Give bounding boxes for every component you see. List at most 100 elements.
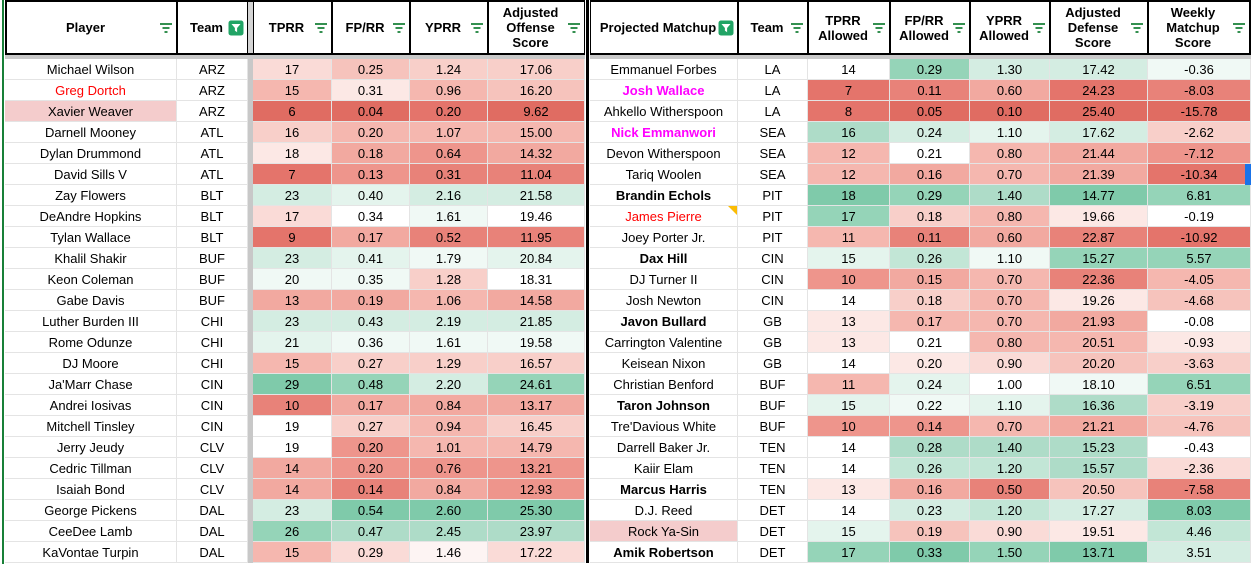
team-cell[interactable]: CLV xyxy=(177,437,248,458)
team-cell[interactable]: PIT xyxy=(738,185,808,206)
stat-cell[interactable]: 1.01 xyxy=(410,437,488,458)
matchup-name-cell[interactable]: Keisean Nixon xyxy=(590,353,738,374)
team-cell[interactable]: CIN xyxy=(738,269,808,290)
team-cell[interactable]: CIN xyxy=(177,416,248,437)
player-name-cell[interactable]: Xavier Weaver xyxy=(5,101,177,122)
stat-cell[interactable]: 23 xyxy=(253,500,332,521)
team-cell[interactable]: ATL xyxy=(177,143,248,164)
stat-cell[interactable]: 1.40 xyxy=(970,185,1050,206)
filter-funnel-active-icon[interactable] xyxy=(718,20,734,36)
stat-cell[interactable]: 0.24 xyxy=(890,122,970,143)
stat-cell[interactable]: 8.03 xyxy=(1148,500,1251,521)
stat-cell[interactable]: 15.57 xyxy=(1050,458,1148,479)
team-cell[interactable]: ARZ xyxy=(177,59,248,80)
stat-cell[interactable]: 14 xyxy=(808,500,890,521)
stat-cell[interactable]: -0.19 xyxy=(1148,206,1251,227)
stat-cell[interactable]: -8.03 xyxy=(1148,80,1251,101)
stat-cell[interactable]: 13.71 xyxy=(1050,542,1148,563)
stat-cell[interactable]: 0.17 xyxy=(332,395,410,416)
stat-cell[interactable]: 0.28 xyxy=(890,437,970,458)
stat-cell[interactable]: -3.63 xyxy=(1148,353,1251,374)
stat-cell[interactable]: 1.61 xyxy=(410,332,488,353)
matchup-name-cell[interactable]: DJ Turner II xyxy=(590,269,738,290)
stat-cell[interactable]: 25.40 xyxy=(1050,101,1148,122)
stat-cell[interactable]: 1.06 xyxy=(410,290,488,311)
stat-cell[interactable]: 17 xyxy=(808,206,890,227)
stat-cell[interactable]: 23.97 xyxy=(488,521,585,542)
stat-cell[interactable]: 15.23 xyxy=(1050,437,1148,458)
stat-cell[interactable]: -7.12 xyxy=(1148,143,1251,164)
matchup-name-cell[interactable]: Tariq Woolen xyxy=(590,164,738,185)
stat-cell[interactable]: 0.27 xyxy=(332,416,410,437)
stat-cell[interactable]: 1.20 xyxy=(970,500,1050,521)
team-cell[interactable]: DET xyxy=(738,521,808,542)
player-name-cell[interactable]: Khalil Shakir xyxy=(5,248,177,269)
stat-cell[interactable]: 0.31 xyxy=(410,164,488,185)
team-cell[interactable]: CIN xyxy=(177,374,248,395)
header-fprr[interactable]: FP/RR xyxy=(332,0,410,55)
player-name-cell[interactable]: KaVontae Turpin xyxy=(5,542,177,563)
stat-cell[interactable]: 17 xyxy=(808,542,890,563)
stat-cell[interactable]: 0.70 xyxy=(970,311,1050,332)
stat-cell[interactable]: 1.40 xyxy=(970,437,1050,458)
header-fprr-allowed[interactable]: FP/RR Allowed xyxy=(890,0,970,55)
stat-cell[interactable]: -7.58 xyxy=(1148,479,1251,500)
stat-cell[interactable]: 1.50 xyxy=(970,542,1050,563)
stat-cell[interactable]: 19.26 xyxy=(1050,290,1148,311)
stat-cell[interactable]: 0.33 xyxy=(890,542,970,563)
stat-cell[interactable]: -2.36 xyxy=(1148,458,1251,479)
stat-cell[interactable]: 21.44 xyxy=(1050,143,1148,164)
team-cell[interactable]: PIT xyxy=(738,227,808,248)
stat-cell[interactable]: 0.20 xyxy=(332,458,410,479)
stat-cell[interactable]: -15.78 xyxy=(1148,101,1251,122)
stat-cell[interactable]: 19.66 xyxy=(1050,206,1148,227)
stat-cell[interactable]: 0.43 xyxy=(332,311,410,332)
team-cell[interactable]: BUF xyxy=(738,416,808,437)
stat-cell[interactable]: 20.51 xyxy=(1050,332,1148,353)
stat-cell[interactable]: 18.31 xyxy=(488,269,585,290)
stat-cell[interactable]: 1.30 xyxy=(970,59,1050,80)
team-cell[interactable]: BLT xyxy=(177,185,248,206)
stat-cell[interactable]: 9.62 xyxy=(488,101,585,122)
stat-cell[interactable]: 0.80 xyxy=(970,143,1050,164)
stat-cell[interactable]: 3.51 xyxy=(1148,542,1251,563)
stat-cell[interactable]: 20.20 xyxy=(1050,353,1148,374)
player-name-cell[interactable]: David Sills V xyxy=(5,164,177,185)
stat-cell[interactable]: 0.20 xyxy=(410,101,488,122)
stat-cell[interactable]: 13.17 xyxy=(488,395,585,416)
stat-cell[interactable]: 8 xyxy=(808,101,890,122)
stat-cell[interactable]: 10 xyxy=(808,269,890,290)
stat-cell[interactable]: 15 xyxy=(253,80,332,101)
stat-cell[interactable]: 14 xyxy=(253,479,332,500)
player-name-cell[interactable]: Isaiah Bond xyxy=(5,479,177,500)
team-cell[interactable]: LA xyxy=(738,80,808,101)
team-cell[interactable]: BLT xyxy=(177,206,248,227)
stat-cell[interactable]: 12 xyxy=(808,143,890,164)
player-name-cell[interactable]: DeAndre Hopkins xyxy=(5,206,177,227)
team-cell[interactable]: ATL xyxy=(177,164,248,185)
filter-lines-icon[interactable] xyxy=(567,22,581,33)
stat-cell[interactable]: 16 xyxy=(253,122,332,143)
stat-cell[interactable]: 0.05 xyxy=(890,101,970,122)
stat-cell[interactable]: 1.61 xyxy=(410,206,488,227)
header-yprr-allowed[interactable]: YPRR Allowed xyxy=(970,0,1050,55)
stat-cell[interactable]: 1.79 xyxy=(410,248,488,269)
header-tprr[interactable]: TPRR xyxy=(253,0,332,55)
stat-cell[interactable]: 15 xyxy=(253,542,332,563)
team-cell[interactable]: CLV xyxy=(177,479,248,500)
stat-cell[interactable]: 0.24 xyxy=(890,374,970,395)
stat-cell[interactable]: 22.36 xyxy=(1050,269,1148,290)
stat-cell[interactable]: 0.04 xyxy=(332,101,410,122)
stat-cell[interactable]: 2.60 xyxy=(410,500,488,521)
stat-cell[interactable]: -0.36 xyxy=(1148,59,1251,80)
stat-cell[interactable]: -0.93 xyxy=(1148,332,1251,353)
player-name-cell[interactable]: Tylan Wallace xyxy=(5,227,177,248)
filter-lines-icon[interactable] xyxy=(392,22,406,33)
player-name-cell[interactable]: George Pickens xyxy=(5,500,177,521)
stat-cell[interactable]: 0.15 xyxy=(890,269,970,290)
stat-cell[interactable]: 15 xyxy=(253,353,332,374)
team-cell[interactable]: LA xyxy=(738,59,808,80)
stat-cell[interactable]: 0.22 xyxy=(890,395,970,416)
stat-cell[interactable]: 21 xyxy=(253,332,332,353)
stat-cell[interactable]: 0.80 xyxy=(970,206,1050,227)
